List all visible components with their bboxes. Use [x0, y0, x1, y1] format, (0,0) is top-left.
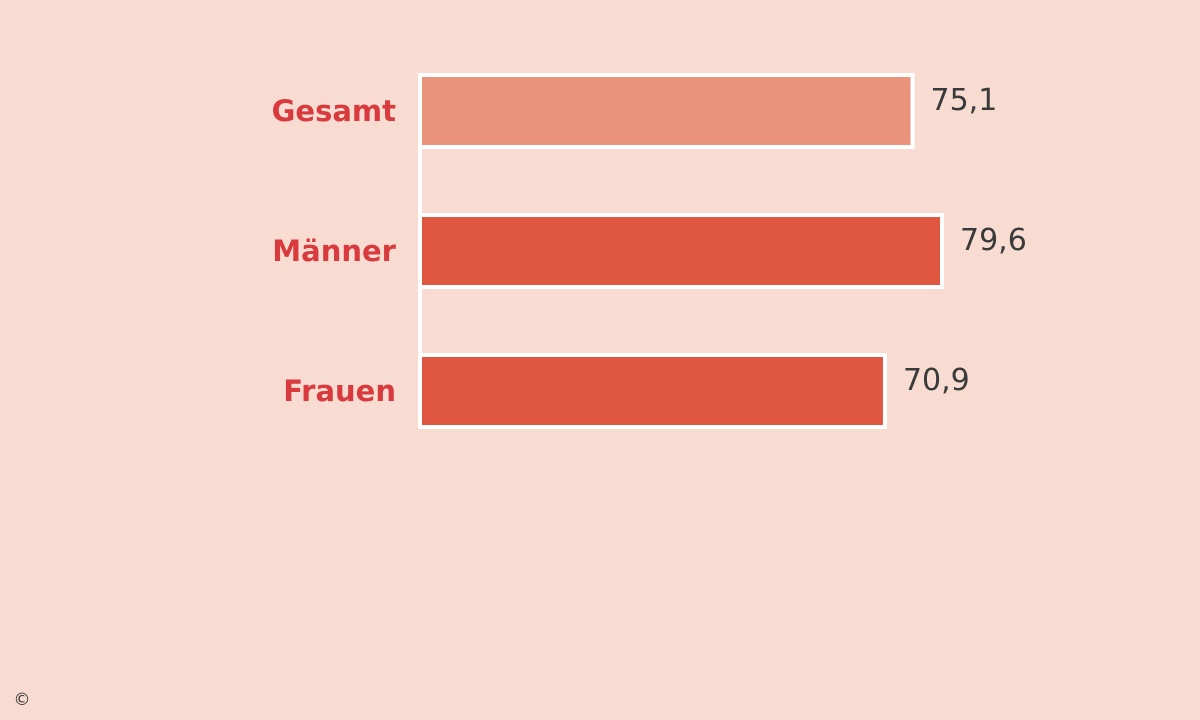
category-label-gesamt: Gesamt — [272, 94, 397, 128]
bar-maenner — [418, 213, 944, 289]
bar-gesamt — [418, 73, 915, 149]
copyright-badge: © — [14, 690, 31, 710]
value-label-gesamt: 75,1 — [930, 83, 997, 118]
value-labels-group: 75,1 79,6 70,9 — [903, 83, 1027, 398]
bars-group — [418, 73, 944, 429]
value-label-frauen: 70,9 — [903, 363, 970, 398]
category-labels-group: Gesamt Männer Frauen — [272, 94, 397, 408]
copyright-icon: © — [14, 690, 31, 710]
category-label-maenner: Männer — [272, 234, 396, 268]
bar-frauen — [418, 353, 887, 429]
category-label-frauen: Frauen — [283, 374, 396, 408]
value-label-maenner: 79,6 — [960, 223, 1027, 258]
